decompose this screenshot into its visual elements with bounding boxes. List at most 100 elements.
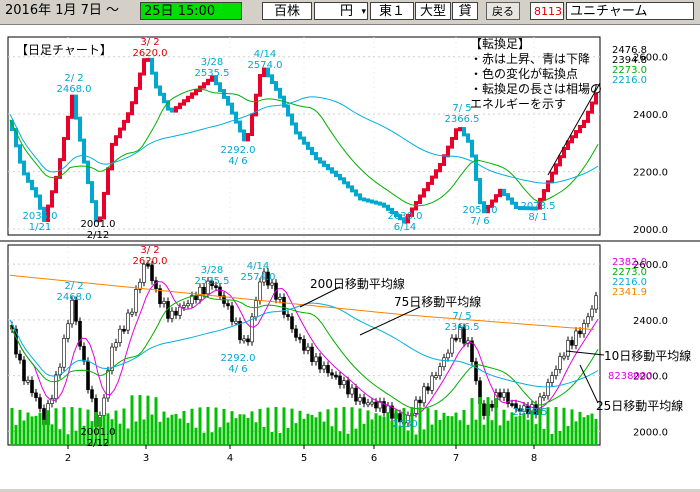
lower-ma10-line	[9, 281, 599, 417]
candle-body	[18, 353, 22, 361]
upper-price-annotation: 2366.5	[445, 114, 480, 125]
upper-right-label: 2216.0	[612, 75, 647, 86]
kagi-block	[222, 89, 226, 99]
candle-body	[158, 288, 162, 304]
upper-right-label: 2476.8	[612, 45, 647, 56]
candle-body	[390, 405, 394, 419]
candle-body	[66, 323, 70, 339]
volume-bar	[218, 427, 222, 445]
lower-price-annotation: 2001.0	[81, 427, 116, 438]
upper-price-annotation: 2292.0	[221, 145, 256, 156]
kagi-block	[218, 82, 222, 93]
volume-bar	[230, 411, 234, 445]
kagi-block	[26, 172, 30, 183]
datetime-display: 25日 15:00	[140, 2, 242, 20]
volume-bar	[494, 397, 498, 445]
upper-price-annotation: 2620.0	[133, 48, 168, 59]
kagi-block	[50, 190, 54, 208]
kagi-block	[538, 197, 542, 210]
volume-bar	[458, 420, 462, 445]
volume-bar	[334, 407, 338, 445]
volume-bar	[10, 408, 14, 445]
kagi-block	[502, 188, 506, 197]
volume-bar	[186, 422, 190, 445]
back-button[interactable]: 戻る	[486, 2, 520, 20]
volume-bar	[434, 410, 438, 445]
volume-bar	[466, 424, 470, 445]
volume-bar	[178, 418, 182, 445]
volume-bar	[438, 420, 442, 445]
candle-body	[346, 380, 350, 395]
candle-body	[470, 340, 474, 362]
volume-bar	[146, 395, 150, 445]
kagi-block	[398, 214, 402, 221]
volume-bar	[98, 416, 102, 445]
candle-body	[122, 328, 126, 332]
candle-body	[146, 263, 150, 267]
kagi-block	[186, 95, 190, 103]
volume-bar	[394, 409, 398, 445]
candle-body	[278, 296, 282, 300]
lower-price-annotation: 2292.0	[221, 353, 256, 364]
candle-body	[330, 372, 334, 376]
candle-body	[290, 316, 294, 330]
kagi-block	[286, 104, 290, 117]
candle-body	[102, 397, 106, 416]
volume-bar	[506, 420, 510, 445]
candle-body	[438, 366, 442, 376]
volume-bar	[550, 433, 554, 445]
volume-bar	[362, 423, 366, 445]
volume-bar	[102, 415, 106, 445]
candle-body	[474, 361, 478, 382]
candle-body	[202, 286, 206, 295]
candle-body	[38, 397, 42, 409]
volume-bar	[558, 430, 562, 445]
candle-body	[90, 389, 94, 399]
candle-body	[382, 401, 386, 414]
volume-bar	[370, 419, 374, 445]
kagi-block	[294, 122, 298, 135]
candle-body	[522, 405, 526, 412]
volume-bar	[574, 421, 578, 445]
upper-price-annotation: 3/28	[201, 57, 223, 68]
kagi-block	[494, 194, 498, 203]
kagi-block	[586, 110, 590, 123]
currency-select[interactable]: 円 ▾	[314, 2, 368, 20]
kagi-block	[350, 185, 354, 193]
volume-bar	[110, 419, 114, 445]
volume-bar	[418, 407, 422, 445]
volume-bar	[518, 415, 522, 445]
volume-bar	[290, 408, 294, 445]
candle-body	[586, 316, 590, 324]
volume-bar	[142, 419, 146, 445]
candle-body	[142, 263, 146, 283]
volume-bar	[274, 407, 278, 445]
kagi-block	[522, 206, 526, 211]
kagi-block	[14, 128, 18, 148]
volume-bar	[294, 423, 298, 445]
lower-price-annotation: 2/ 2	[64, 281, 83, 292]
volume-bar	[282, 407, 286, 445]
volume-bar	[410, 407, 414, 445]
candle-body	[126, 312, 130, 331]
volume-bar	[486, 397, 490, 445]
candle-body	[498, 392, 502, 398]
kagi-block	[174, 106, 178, 113]
lower-axis-label: 2000.0	[633, 427, 668, 438]
upper-price-annotation: 2030.0	[388, 211, 423, 222]
lower-price-annotation: 4/ 6	[228, 364, 247, 375]
candle-body	[434, 375, 438, 378]
kagi-block	[78, 116, 82, 142]
kagi-block	[146, 57, 150, 62]
volume-bar	[226, 422, 230, 445]
kagi-block	[386, 204, 390, 211]
volume-bar	[554, 407, 558, 445]
kagi-block	[226, 95, 230, 106]
volume-bar	[254, 422, 258, 445]
candle-body	[566, 340, 570, 357]
kagi-block	[402, 217, 406, 224]
lending-field: 貸	[452, 2, 478, 20]
stock-chart-svg: 2600.02400.02200.02000.02600.02400.02200…	[0, 36, 700, 464]
candle-body	[554, 369, 558, 376]
volume-bar	[50, 424, 54, 445]
